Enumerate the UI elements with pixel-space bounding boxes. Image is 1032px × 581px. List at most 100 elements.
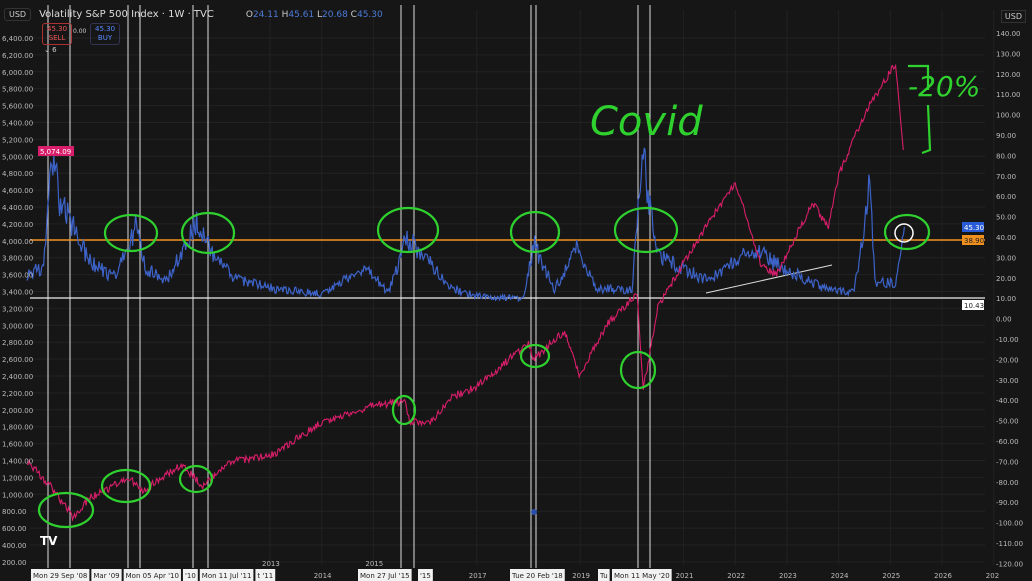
spx-price-label-bg xyxy=(38,146,74,156)
circle-annotation xyxy=(519,343,551,369)
trend-line[interactable] xyxy=(705,264,833,294)
date-marker-box xyxy=(358,569,412,581)
date-marker-label: Mon 29 Sep '08 xyxy=(33,572,87,580)
circle-annotation xyxy=(178,464,214,494)
left-axis-tick: 2,200.00 xyxy=(2,390,33,398)
left-axis-tick: 6,400.00 xyxy=(2,35,33,43)
left-axis-tick: 4,600.00 xyxy=(2,187,33,195)
covid-annotation: Covid xyxy=(590,99,703,145)
date-marker-box xyxy=(182,569,198,581)
time-axis-tick: 2015 xyxy=(365,560,383,568)
right-axis-tick: 0.00 xyxy=(996,316,1012,324)
left-axis-tick: 6,200.00 xyxy=(2,52,33,60)
right-axis-tick: -80.00 xyxy=(996,479,1019,487)
level-price-label-bg xyxy=(962,235,984,245)
date-marker-label: Mon 05 Apr '10 xyxy=(126,572,179,580)
right-price-axis[interactable]: 140.00 130.00 120.00 110.00 100.00 90.00 80.00… xyxy=(996,30,1023,568)
right-axis-tick: 100.00 xyxy=(996,112,1021,120)
left-price-axis[interactable]: 6,400.00 6,200.00 6,000.00 5,800.00 5,600.00… xyxy=(2,35,33,567)
right-axis-tick: 70.00 xyxy=(996,173,1016,181)
left-axis-tick: 3,000.00 xyxy=(2,322,33,330)
right-axis-tick: 20.00 xyxy=(996,275,1016,283)
left-axis-tick: 3,600.00 xyxy=(2,272,33,280)
circle-annotation xyxy=(509,210,561,254)
grid xyxy=(30,10,995,565)
left-axis-tick: 3,200.00 xyxy=(2,305,33,313)
left-axis-tick: 5,200.00 xyxy=(2,136,33,144)
tradingview-logo: TV xyxy=(40,534,58,548)
left-axis-tick: 2,400.00 xyxy=(2,373,33,381)
circle-annotation xyxy=(103,213,159,253)
currency-dropdown[interactable]: USD xyxy=(4,8,32,21)
date-marker-label: Mon 11 May '20 xyxy=(614,572,670,580)
right-axis-tick: -110.00 xyxy=(996,540,1023,548)
indicator-toggle[interactable]: ⌄ 6 xyxy=(44,46,57,54)
left-axis-tick: 600.00 xyxy=(2,525,27,533)
right-axis-tick: 80.00 xyxy=(996,152,1016,160)
spread: 0.00 xyxy=(73,28,87,35)
date-marker-label: t '11 xyxy=(257,572,273,580)
left-axis-tick: 2,600.00 xyxy=(2,356,33,364)
left-axis-tick: 200.00 xyxy=(2,559,27,567)
vix-price-label-bg xyxy=(962,222,984,232)
date-marker-box xyxy=(255,569,276,581)
left-axis-tick: 2,000.00 xyxy=(2,407,33,415)
left-axis-tick: 6,000.00 xyxy=(2,69,33,77)
support-price-label-bg xyxy=(962,300,984,310)
right-axis-tick: -60.00 xyxy=(996,438,1019,446)
chart-header: USD Volatility S&P 500 Index · 1W · TVC … xyxy=(4,8,383,21)
right-axis-tick: -40.00 xyxy=(996,397,1019,405)
left-axis-tick: 400.00 xyxy=(2,542,27,550)
right-axis-tick: 60.00 xyxy=(996,193,1016,201)
right-axis-tick: 120.00 xyxy=(996,71,1021,79)
right-axis-tick: -10.00 xyxy=(996,336,1019,344)
circle-annotation xyxy=(613,206,679,254)
left-axis-tick: 1,400.00 xyxy=(2,458,33,466)
right-currency-label[interactable]: USD xyxy=(1000,10,1026,23)
date-marker-box xyxy=(31,569,90,581)
date-marker-box xyxy=(418,569,433,581)
vix-series-line xyxy=(26,147,905,303)
time-axis-tick: 2022 xyxy=(727,572,745,580)
time-axis-tick: 2013 xyxy=(262,560,280,568)
circle-annotation xyxy=(883,213,931,251)
date-marker-box xyxy=(510,569,565,581)
symbol-title[interactable]: Volatility S&P 500 Index · 1W · TVC xyxy=(39,9,214,20)
time-axis[interactable]: Mon 29 Sep '08 Mar '09 Mon 05 Apr '10 '10 Mo… xyxy=(31,560,999,581)
left-axis-tick: 2,800.00 xyxy=(2,339,33,347)
left-axis-tick: 5,000.00 xyxy=(2,153,33,161)
ohlc-readout: O24.11 H45.61 L20.68 C45.30 xyxy=(245,9,383,20)
date-marker-box xyxy=(199,569,254,581)
annotations xyxy=(37,64,932,529)
date-marker-label: Mar '09 xyxy=(93,572,119,580)
time-axis-tick: 2021 xyxy=(676,572,694,580)
right-axis-tick: -50.00 xyxy=(996,418,1019,426)
circle-annotation xyxy=(180,211,236,255)
right-axis-tick: -100.00 xyxy=(996,520,1023,528)
left-axis-tick: 5,400.00 xyxy=(2,120,33,128)
level-price-label: 38.90 xyxy=(964,237,984,245)
right-axis-tick: -70.00 xyxy=(996,458,1019,466)
right-axis-tick: -90.00 xyxy=(996,499,1019,507)
time-axis-tick: 2025 xyxy=(882,572,900,580)
right-axis-tick: -120.00 xyxy=(996,560,1023,568)
point-marker xyxy=(531,509,537,515)
right-axis-tick: -20.00 xyxy=(996,356,1019,364)
vix-price-label: 45.30 xyxy=(964,224,984,232)
left-axis-tick: 4,400.00 xyxy=(2,204,33,212)
right-axis-tick: 40.00 xyxy=(996,234,1016,242)
time-axis-tick: 2023 xyxy=(779,572,797,580)
sell-button[interactable]: 45.30 SELL xyxy=(42,23,73,45)
right-axis-tick: 30.00 xyxy=(996,254,1016,262)
left-axis-tick: 3,800.00 xyxy=(2,255,33,263)
spx-price-label: 5,074.09 xyxy=(40,148,71,156)
buy-button[interactable]: 45.30 BUY xyxy=(90,23,121,45)
right-axis-tick: 10.00 xyxy=(996,295,1016,303)
vertical-lines xyxy=(47,5,651,568)
date-marker-label: '10 xyxy=(185,572,196,580)
left-axis-tick: 1,000.00 xyxy=(2,491,33,499)
time-axis-tick: 2014 xyxy=(314,572,332,580)
date-marker-box xyxy=(598,569,610,581)
left-axis-tick: 5,800.00 xyxy=(2,86,33,94)
